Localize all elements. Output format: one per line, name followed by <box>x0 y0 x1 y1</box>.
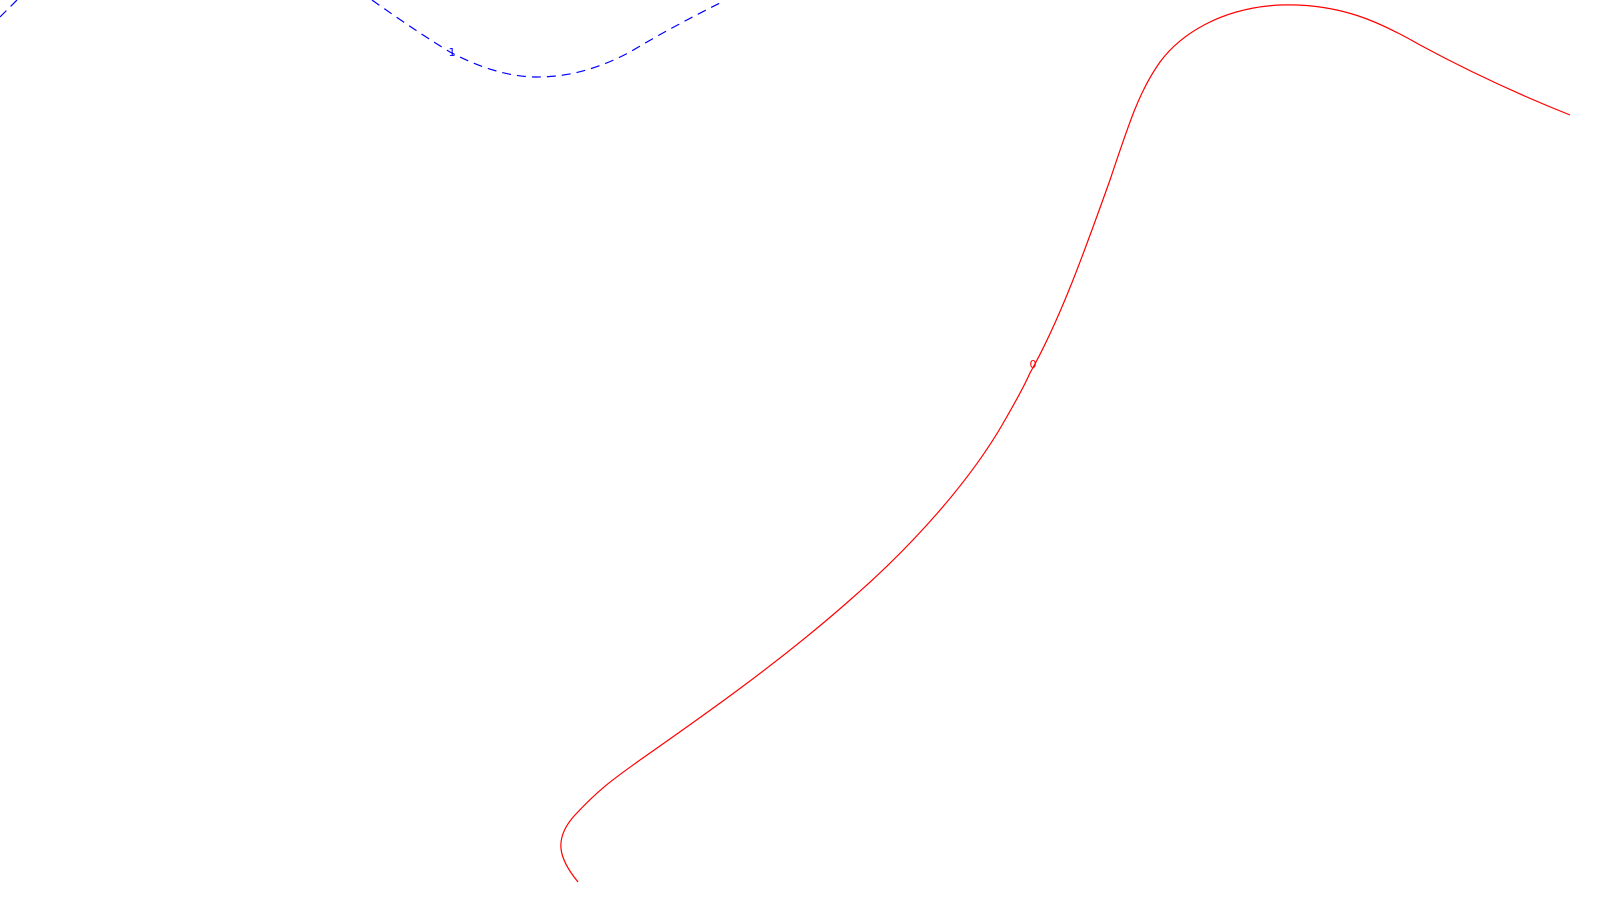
contour-label-level-0: 0 <box>1030 358 1037 371</box>
contour-label-level-1: 1 <box>449 46 456 59</box>
plot-area: 1 0 <box>0 0 1571 883</box>
contour-line-level-1 <box>0 0 721 78</box>
contour-line-level-0 <box>560 4 1571 883</box>
